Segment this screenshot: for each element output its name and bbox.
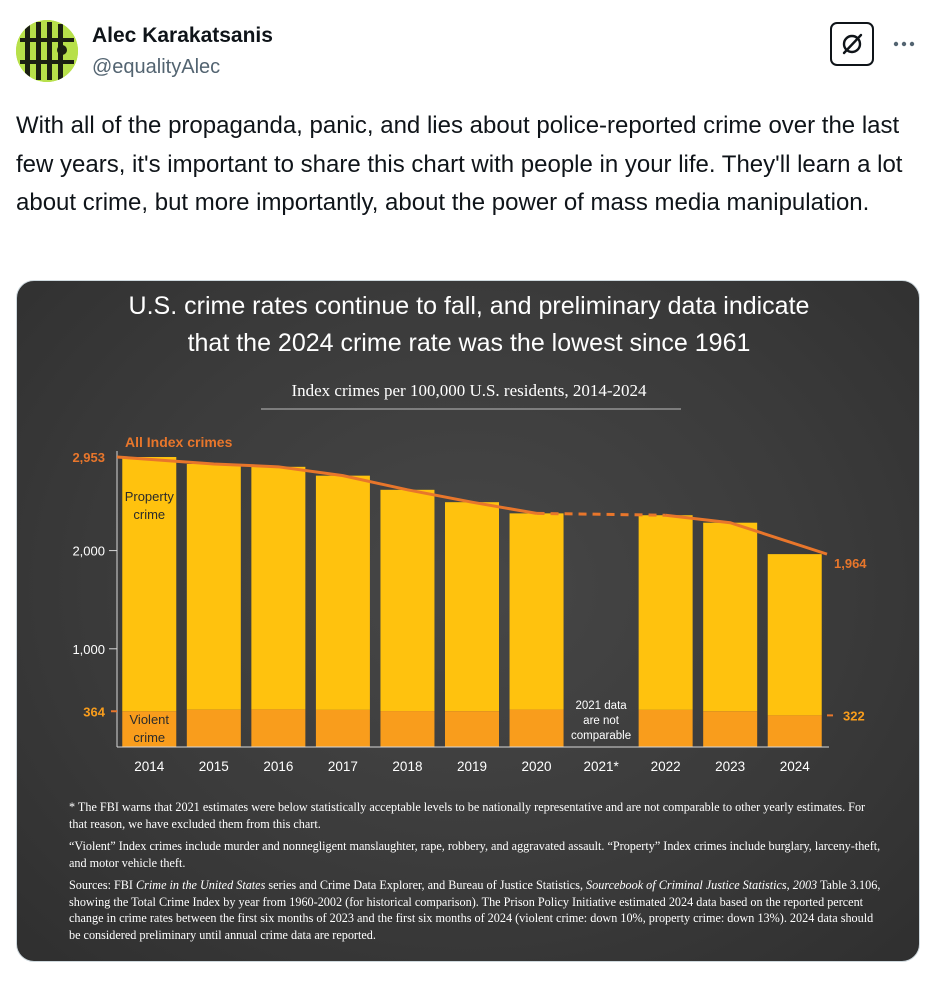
violent-bar-2014 xyxy=(122,711,177,747)
total-end-label: 1,964 xyxy=(834,556,867,571)
footnote-sources: Sources: FBI Crime in the United States … xyxy=(69,877,881,943)
total-series-label: All Index crimes xyxy=(125,434,233,450)
violent-label-line1: Violent xyxy=(130,712,170,727)
property-bar-2020 xyxy=(509,513,564,710)
author-handle[interactable]: @equalityAlec xyxy=(92,56,221,78)
footnote-definitions: “Violent” Index crimes include murder an… xyxy=(69,839,881,870)
prison-bars-avatar-icon xyxy=(16,20,78,82)
author-avatar[interactable] xyxy=(16,20,78,82)
sources-prefix: Sources: FBI xyxy=(69,878,137,892)
violent-end-label: 322 xyxy=(843,708,865,723)
sources-italic-1: Crime in the United States xyxy=(136,878,266,892)
more-dots-icon xyxy=(893,41,915,47)
x-tick-label-2022: 2022 xyxy=(651,759,681,774)
total-line-2014-2020 xyxy=(116,455,537,515)
property-bar-2024 xyxy=(767,554,822,716)
chart-title-line2: that the 2024 crime rate was the lowest … xyxy=(188,329,751,357)
x-tick-label-2014: 2014 xyxy=(134,759,165,774)
violent-start-label: 364 xyxy=(83,704,105,719)
violent-bar-2019 xyxy=(445,711,499,747)
gap-note-line1: 2021 data xyxy=(576,700,628,712)
axis-layer: 1,000 2,000 2014 2015 2016 2017 2018 2019 2020 20… xyxy=(72,451,829,774)
chart-image[interactable]: U.S. crime rates continue to fall, and p… xyxy=(16,280,920,962)
violent-bar-2020 xyxy=(509,709,564,747)
total-start-label: 2,953 xyxy=(72,450,105,465)
x-tick-label-2019: 2019 xyxy=(457,759,487,774)
x-tick-label-2024: 2024 xyxy=(780,759,811,774)
bars-layer xyxy=(122,457,822,747)
x-tick-label-2020: 2020 xyxy=(522,759,552,774)
sources-rest: Table 3.106, showing the Total Crime Ind… xyxy=(69,878,881,942)
property-bar-2018 xyxy=(380,489,435,712)
total-line-gap-dashed xyxy=(536,511,666,517)
property-bar-2023 xyxy=(703,522,758,712)
x-tick-label-2016: 2016 xyxy=(263,759,293,774)
grok-icon xyxy=(842,33,863,55)
crime-rate-chart: U.S. crime rates continue to fall, and p… xyxy=(72,292,867,774)
tweet-text: With all of the propaganda, panic, and l… xyxy=(16,112,903,216)
violent-bar-2015 xyxy=(186,709,241,747)
violent-bar-2023 xyxy=(703,711,758,747)
sources-italic-2: Sourcebook of Criminal Justice Statistic… xyxy=(586,878,818,892)
y-tick-label-1000: 1,000 xyxy=(72,642,105,657)
chart-title-line1: U.S. crime rates continue to fall, and p… xyxy=(129,292,810,320)
property-bar-2019 xyxy=(445,502,499,712)
sources-mid-1: series and Crime Data Explorer, and Bure… xyxy=(265,878,587,892)
gap-note-line2: are not xyxy=(583,715,620,727)
property-label-line2: crime xyxy=(133,507,165,522)
x-tick-label-2021*: 2021* xyxy=(583,759,619,774)
property-bar-2016 xyxy=(251,466,306,710)
more-options-button[interactable] xyxy=(888,28,920,60)
violent-bar-2022 xyxy=(638,709,693,747)
footnote-2021: * The FBI warns that 2021 estimates were… xyxy=(69,800,866,831)
violent-bar-2024 xyxy=(767,715,822,747)
property-bar-2022 xyxy=(638,515,693,710)
x-tick-label-2015: 2015 xyxy=(199,759,229,774)
violent-bar-2017 xyxy=(315,709,370,747)
violent-bar-2016 xyxy=(251,709,306,747)
label-layer: All Index crimes 2,953 1,964 364 322 Property… xyxy=(72,434,867,745)
property-label-line1: Property xyxy=(125,489,175,504)
property-bar-2017 xyxy=(315,475,370,710)
chart-footnotes: * The FBI warns that 2021 estimates were… xyxy=(69,799,881,949)
property-bar-2014 xyxy=(122,457,177,712)
author-name[interactable]: Alec Karakatsanis xyxy=(92,24,273,47)
total-line-layer xyxy=(111,455,833,717)
x-tick-label-2017: 2017 xyxy=(328,759,358,774)
grok-button[interactable] xyxy=(830,22,874,66)
total-line-2022-2024 xyxy=(665,513,828,556)
x-tick-label-2018: 2018 xyxy=(392,759,422,774)
property-bar-2015 xyxy=(186,463,241,710)
gap-note-line3: comparable xyxy=(571,730,631,742)
x-tick-label-2023: 2023 xyxy=(715,759,745,774)
y-tick-label-2000: 2,000 xyxy=(72,544,105,559)
violent-label-line2: crime xyxy=(133,730,165,745)
chart-subtitle: Index crimes per 100,000 U.S. residents,… xyxy=(291,381,647,400)
violent-bar-2018 xyxy=(380,711,435,747)
